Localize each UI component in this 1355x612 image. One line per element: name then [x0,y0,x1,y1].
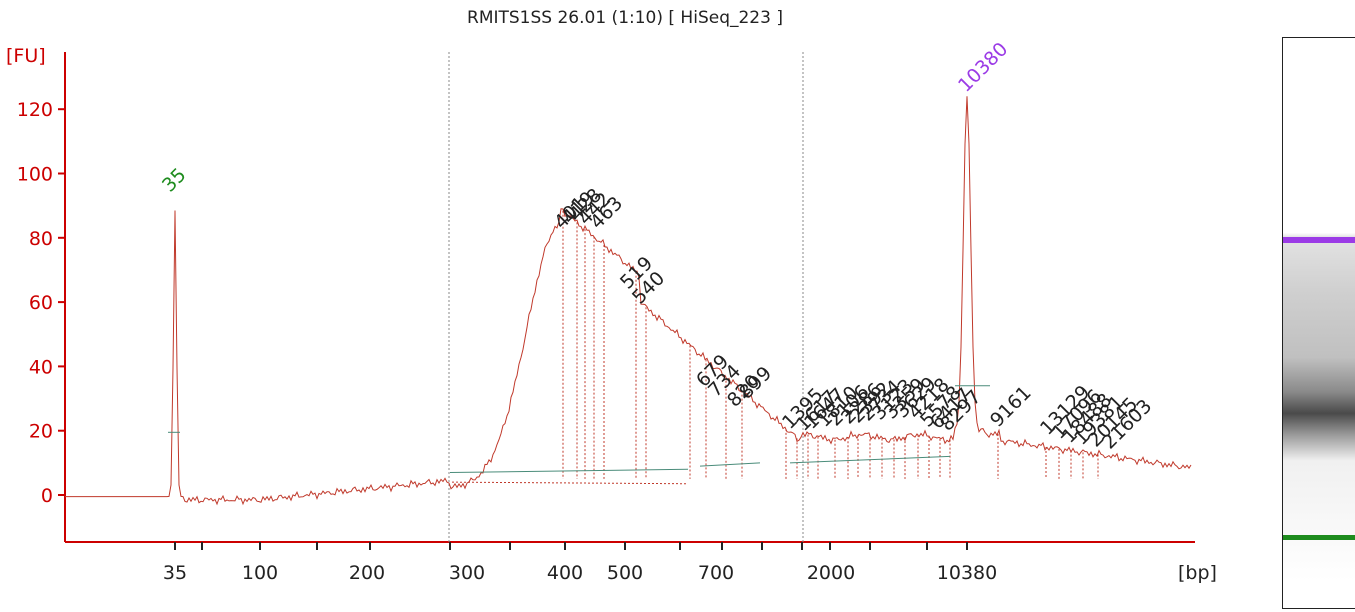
lower-marker-label: 35 [158,164,191,197]
x-tick-label: 10380 [937,562,997,584]
gel-lane [1282,37,1355,609]
chart-title: RMITS1SS 26.01 (1:10) [ HiSeq_223 ] [467,8,783,28]
gel-upper-marker-band [1283,237,1355,243]
gel-lower-marker-band [1283,535,1355,540]
x-tick-label: 2000 [807,562,855,584]
x-tick-label: 500 [607,562,643,584]
x-tick-label: 700 [698,562,734,584]
upper-marker-label: 10380 [954,38,1012,96]
y-tick-label: 60 [29,292,53,314]
axes: 0 20 40 60 80 100 120 [FU] [bp] 35 100 200 300 400 500… [6,45,1217,584]
x-tick-label: 300 [449,562,485,584]
labels: 3510380401419428442463519540679734820899… [158,38,1156,453]
y-tick-label: 120 [17,99,53,121]
x-tick-label: 400 [547,562,583,584]
x-tick-label: 35 [163,562,187,584]
y-tick-label: 40 [29,356,53,378]
region-baseline-fit [699,462,761,467]
traces [65,96,1192,506]
region-baseline-fit [789,455,951,464]
electropherogram-chart: 0 20 40 60 80 100 120 [FU] [bp] 35 100 200 300 400 500… [6,38,1217,584]
electropherogram-trace [65,96,1192,506]
region-baseline [451,481,689,485]
y-tick-label: 100 [17,164,53,186]
y-axis-label: [FU] [6,45,46,67]
x-tick-label: 100 [242,562,278,584]
region-baseline-fit [449,468,689,473]
y-tick-label: 20 [29,421,53,443]
x-axis-label: [bp] [1178,562,1217,584]
x-tick-label: 200 [349,562,385,584]
gel-smear [1283,151,1355,581]
gel-image [1283,151,1355,581]
y-tick-label: 0 [41,485,53,507]
y-tick-label: 80 [29,228,53,250]
peak-label: 9161 [986,382,1036,432]
